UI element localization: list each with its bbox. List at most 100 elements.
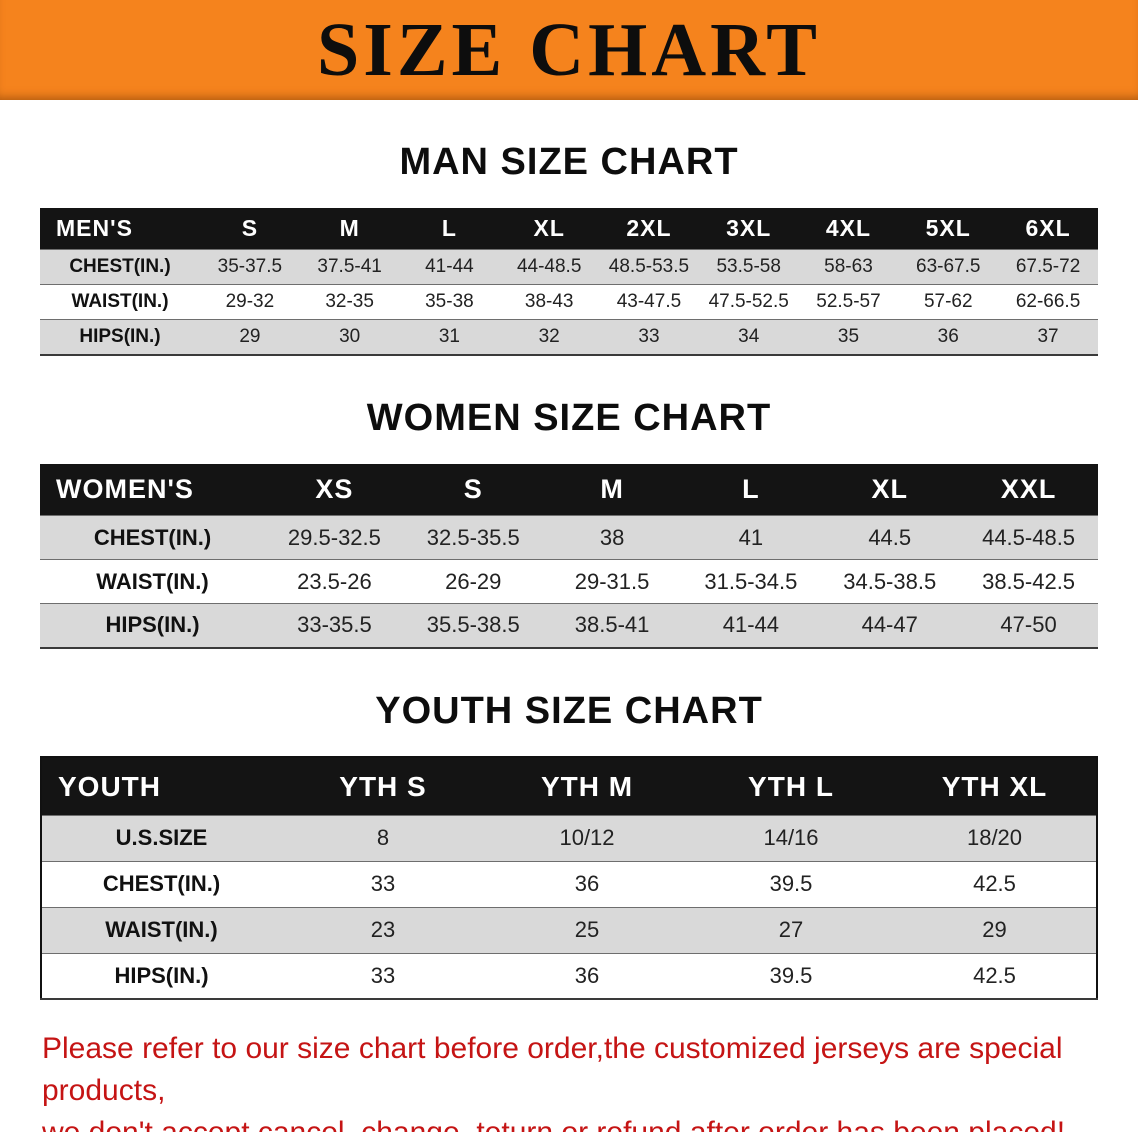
size-value-cell: 53.5-58 [698,249,799,285]
size-value-cell: 42.5 [893,860,1097,908]
size-value-cell: 8 [281,814,485,862]
size-value-cell: 26-29 [403,559,543,604]
table-row: WAIST(IN.) 23 25 27 29 [41,906,1097,954]
size-value-cell: 35-37.5 [200,249,300,285]
men-section-heading: MAN SIZE CHART [399,141,739,183]
row-label: CHEST(IN.) [40,515,265,560]
size-column-header: YTH S [281,757,485,816]
table-row: WAIST(IN.) 23.5-26 26-29 29-31.5 31.5-34.5 34… [40,559,1098,604]
size-column-header: 5XL [898,207,999,250]
size-value-cell: 41-44 [681,603,821,648]
size-value-cell: 38-43 [499,284,600,320]
size-column-header: 6XL [998,207,1098,250]
table-row: HIPS(IN.) 33-35.5 35.5-38.5 38.5-41 41-44 44-… [40,603,1098,648]
size-value-cell: 57-62 [898,284,999,320]
size-value-cell: 35-38 [399,284,500,320]
table-row: CHEST(IN.) 33 36 39.5 42.5 [41,860,1097,908]
row-label: HIPS(IN.) [40,319,200,355]
size-value-cell: 44-48.5 [499,249,600,285]
size-value-cell: 36 [485,952,689,1000]
size-value-cell: 47-50 [959,603,1098,648]
size-value-cell: 42.5 [893,952,1097,1000]
table-row: HIPS(IN.) 33 36 39.5 42.5 [41,952,1097,1000]
size-value-cell: 44.5 [820,515,960,560]
size-value-cell: 23.5-26 [265,559,404,604]
size-column-header: S [403,463,543,516]
table-title: WOMEN'S [40,463,265,516]
row-label: WAIST(IN.) [40,559,265,604]
row-label: WAIST(IN.) [40,284,200,320]
size-value-cell: 27 [689,906,893,954]
size-value-cell: 32-35 [299,284,400,320]
size-value-cell: 39.5 [689,952,893,1000]
size-value-cell: 43-47.5 [599,284,699,320]
row-label: U.S.SIZE [41,814,281,862]
table-header-row: WOMEN'S XS S M L XL XXL [40,463,1098,516]
size-value-cell: 41-44 [399,249,500,285]
size-value-cell: 31.5-34.5 [681,559,821,604]
size-value-cell: 29 [893,906,1097,954]
size-value-cell: 36 [898,319,999,355]
table-title: MEN'S [40,207,200,250]
size-value-cell: 44-47 [820,603,960,648]
size-column-header: 3XL [698,207,799,250]
men-size-table: MEN'S S M L XL 2XL 3XL 4XL 5XL 6XL CHEST(IN.) 35-37… [40,207,1098,356]
size-value-cell: 18/20 [893,814,1097,862]
size-value-cell: 33-35.5 [265,603,404,648]
row-label: CHEST(IN.) [41,860,281,908]
table-header-row: YOUTH YTH S YTH M YTH L YTH XL [41,757,1097,816]
size-value-cell: 31 [399,319,500,355]
row-label: HIPS(IN.) [40,603,265,648]
size-value-cell: 37 [998,319,1098,355]
table-row: CHEST(IN.) 29.5-32.5 32.5-35.5 38 41 44.5 44.5… [40,515,1098,560]
size-value-cell: 14/16 [689,814,893,862]
size-value-cell: 25 [485,906,689,954]
size-value-cell: 29 [200,319,300,355]
men-size-section: MAN SIZE CHART MEN'S S M L XL 2XL 3XL 4XL 5XL 6XL… [0,141,1138,356]
table-title: YOUTH [41,757,281,816]
size-value-cell: 52.5-57 [798,284,899,320]
table-row: HIPS(IN.) 29 30 31 32 33 34 35 36 37 [40,319,1098,355]
size-value-cell: 30 [299,319,400,355]
size-column-header: YTH XL [893,757,1097,816]
size-value-cell: 38.5-41 [542,603,682,648]
size-value-cell: 44.5-48.5 [959,515,1098,560]
size-value-cell: 63-67.5 [898,249,999,285]
size-value-cell: 41 [681,515,821,560]
size-value-cell: 29-32 [200,284,300,320]
table-header-row: MEN'S S M L XL 2XL 3XL 4XL 5XL 6XL [40,207,1098,250]
size-value-cell: 34.5-38.5 [820,559,960,604]
size-value-cell: 38.5-42.5 [959,559,1098,604]
size-value-cell: 67.5-72 [998,249,1098,285]
size-column-header: L [399,207,500,250]
size-column-header: XL [820,463,960,516]
size-column-header: XXL [959,463,1098,516]
size-column-header: XL [499,207,600,250]
size-chart-banner: SIZE CHART [0,0,1138,100]
size-value-cell: 23 [281,906,485,954]
youth-size-table: YOUTH YTH S YTH M YTH L YTH XL U.S.SIZE 8 10/12… [40,756,1098,1001]
size-value-cell: 58-63 [798,249,899,285]
size-column-header: 4XL [798,207,899,250]
youth-size-section: YOUTH SIZE CHART YOUTH YTH S YTH M YTH L YTH… [0,690,1138,1001]
size-value-cell: 33 [281,952,485,1000]
size-value-cell: 47.5-52.5 [698,284,799,320]
size-value-cell: 48.5-53.5 [599,249,699,285]
size-column-header: L [681,463,821,516]
size-column-header: YTH M [485,757,689,816]
row-label: WAIST(IN.) [41,906,281,954]
size-column-header: M [299,207,400,250]
size-value-cell: 33 [281,860,485,908]
size-value-cell: 29.5-32.5 [265,515,404,560]
footer-note: Please refer to our size chart before or… [42,1028,1096,1132]
size-value-cell: 33 [599,319,699,355]
size-column-header: M [542,463,682,516]
size-value-cell: 29-31.5 [542,559,682,604]
size-column-header: 2XL [599,207,699,250]
size-value-cell: 35.5-38.5 [403,603,543,648]
women-size-table: WOMEN'S XS S M L XL XXL CHEST(IN.) 29.5-32.5 32.5… [40,463,1098,649]
size-column-header: XS [265,463,404,516]
row-label: CHEST(IN.) [40,249,200,285]
size-value-cell: 39.5 [689,860,893,908]
footer-line-1: Please refer to our size chart before or… [42,1032,1063,1108]
